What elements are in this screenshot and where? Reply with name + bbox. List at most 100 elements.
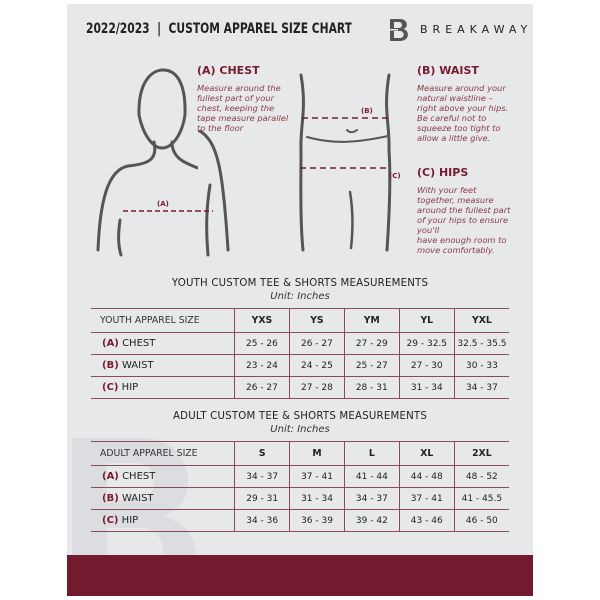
size-column-header: YM — [343, 308, 400, 333]
measurement-label: (C) HIP — [91, 509, 235, 532]
measurement-cell: 46 - 50 — [453, 509, 509, 532]
youth-unit: Unit: Inches — [270, 291, 330, 302]
measurement-label: (A) CHEST — [91, 465, 235, 488]
measurement-label: (B) WAIST — [91, 487, 235, 510]
measurement-label: (C) HIP — [91, 376, 235, 399]
page-title: 2022/2023 | CUSTOM APPAREL SIZE CHART — [86, 21, 353, 37]
upper-body-figure — [96, 68, 198, 257]
hips-marker: (C) — [389, 172, 401, 180]
size-column-header: S — [234, 441, 290, 466]
measurement-cell: 37 - 41 — [289, 465, 345, 488]
measurement-cell: 34 - 37 — [234, 465, 290, 488]
measurement-name: HIP — [121, 515, 139, 526]
table-row: (C) HIP 26 - 27 27 - 28 28 - 31 31 - 34 34 - … — [91, 376, 509, 399]
size-column-header: L — [343, 441, 400, 466]
desc-line: natural waistline – — [417, 93, 493, 103]
adult-size-table: ADULT APPAREL SIZE S M L XL 2XL (A) CHEST 34 - … — [91, 441, 509, 532]
size-column-header: 2XL — [453, 441, 509, 466]
waist-description: Measure around your natural waistline – … — [417, 83, 508, 143]
measurement-cell: 30 - 33 — [453, 354, 509, 377]
table-row: (C) HIP 34 - 36 36 - 39 39 - 42 43 - 46 46 - … — [91, 509, 509, 532]
measurement-name: HIP — [121, 382, 139, 393]
measurement-cell: 44 - 48 — [398, 465, 455, 488]
measurement-cell: 29 - 32.5 — [398, 332, 455, 355]
chest-description: Measure around the fullest part of your … — [197, 83, 288, 133]
upper-body-figure-right — [198, 130, 230, 257]
measurement-cell: 25 - 27 — [343, 354, 400, 377]
measurement-cell: 27 - 28 — [289, 376, 345, 399]
table-row: (A) CHEST 25 - 26 26 - 27 27 - 29 29 - 32.5 3… — [91, 332, 509, 355]
chest-heading: (A) CHEST — [197, 64, 260, 77]
desc-line: have enough room to — [417, 235, 507, 245]
size-column-header: YXL — [453, 308, 509, 333]
size-header: ADULT APPAREL SIZE — [91, 441, 235, 466]
size-column-header: XL — [398, 441, 455, 466]
table-row: (B) WAIST 23 - 24 24 - 25 25 - 27 27 - 30 30 … — [91, 354, 509, 377]
measurement-cell: 27 - 29 — [343, 332, 400, 355]
measurement-cell: 36 - 39 — [289, 509, 345, 532]
size-column-header: YS — [289, 308, 345, 333]
measurement-cell: 37 - 41 — [398, 487, 455, 510]
measurement-cell: 29 - 31 — [234, 487, 290, 510]
desc-line: of your hips to ensure — [417, 215, 509, 225]
measurement-letter: (A) — [102, 338, 119, 349]
measurement-cell: 48 - 52 — [453, 465, 509, 488]
desc-line: move comfortably. — [417, 245, 495, 255]
desc-line: right above your hips. — [417, 103, 509, 113]
measurement-cell: 43 - 46 — [398, 509, 455, 532]
measurement-cell: 26 - 27 — [289, 332, 345, 355]
measurement-label: (B) WAIST — [91, 354, 235, 377]
hips-heading: (C) HIPS — [417, 166, 469, 179]
size-column-header: M — [289, 441, 345, 466]
torso-figure — [299, 73, 392, 252]
measurement-cell: 34 - 37 — [343, 487, 400, 510]
measurement-cell: 41 - 45.5 — [453, 487, 509, 510]
desc-line: squeeze too tight to — [417, 123, 501, 133]
desc-line: around the fullest part — [417, 205, 511, 215]
youth-table-title: YOUTH CUSTOM TEE & SHORTS MEASUREMENTS — [171, 278, 429, 289]
hips-description: With your feet together, measure around … — [417, 185, 510, 255]
measurement-cell: 23 - 24 — [233, 354, 290, 377]
measurement-cell: 34 - 37 — [453, 376, 509, 399]
measurement-cell: 25 - 26 — [233, 332, 290, 355]
desc-line: to the floor — [197, 123, 244, 133]
measurement-cell: 24 - 25 — [289, 354, 345, 377]
desc-line: Measure around the — [197, 83, 281, 93]
table-row: (A) CHEST 34 - 37 37 - 41 41 - 44 44 - 48 48 … — [91, 465, 509, 488]
measurement-cell: 28 - 31 — [343, 376, 400, 399]
brand-name: BREAKAWAY — [420, 23, 533, 36]
desc-line: tape measure parallel — [197, 113, 289, 123]
table-header-row: YOUTH APPAREL SIZE YXS YS YM YL YXL — [91, 308, 509, 333]
measurement-name: WAIST — [121, 360, 154, 371]
size-column-header: YXS — [233, 308, 290, 333]
measurement-cell: 34 - 36 — [234, 509, 290, 532]
measurement-letter: (B) — [102, 493, 119, 504]
table-row: (B) WAIST 29 - 31 31 - 34 34 - 37 37 - 41 41 … — [91, 487, 509, 510]
measurement-label: (A) CHEST — [91, 332, 235, 355]
waist-heading: (B) WAIST — [417, 64, 479, 77]
desc-line: fullest part of your — [197, 93, 275, 103]
desc-line: together, measure — [417, 195, 494, 205]
desc-line: chest, keeping the — [197, 103, 275, 113]
footer-bar — [67, 555, 533, 596]
measurement-cell: 32.5 - 35.5 — [453, 332, 509, 355]
desc-line: Be careful not to — [417, 113, 487, 123]
adult-table-title: ADULT CUSTOM TEE & SHORTS MEASUREMENTS — [172, 411, 427, 422]
measurement-cell: 31 - 34 — [289, 487, 345, 510]
measurement-letter: (C) — [102, 382, 119, 393]
breakaway-logo-icon — [384, 19, 408, 41]
measurement-letter: (C) — [102, 515, 119, 526]
desc-line: Measure around your — [417, 83, 506, 93]
measurement-cell: 39 - 42 — [343, 509, 400, 532]
measurement-cell: 31 - 34 — [398, 376, 455, 399]
chest-marker: (A) — [157, 200, 169, 208]
measurement-cell: 41 - 44 — [343, 465, 400, 488]
measurement-letter: (B) — [102, 360, 119, 371]
measurement-name: CHEST — [122, 338, 156, 349]
waist-marker: (B) — [361, 107, 373, 115]
measurement-name: CHEST — [122, 471, 156, 482]
measurement-name: WAIST — [121, 493, 154, 504]
table-header-row: ADULT APPAREL SIZE S M L XL 2XL — [91, 441, 509, 466]
size-column-header: YL — [398, 308, 455, 333]
measurement-letter: (A) — [102, 471, 119, 482]
